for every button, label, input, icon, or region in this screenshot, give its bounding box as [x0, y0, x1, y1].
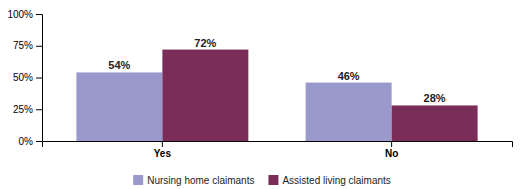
legend-swatch — [133, 175, 143, 185]
tick-label: 25% — [13, 104, 33, 115]
legend: Nursing home claimants Assisted living cl… — [133, 175, 391, 186]
tick-mark — [36, 46, 42, 47]
tick-label: No — [385, 148, 398, 159]
data-label: 54% — [108, 59, 130, 71]
legend-label: Assisted living claimants — [282, 175, 390, 186]
tick-label: Yes — [154, 148, 172, 159]
axis-domain — [36, 15, 43, 142]
y-tick: 75% — [13, 40, 42, 51]
tick-label: 50% — [13, 72, 33, 83]
x-tick: Yes — [154, 141, 172, 159]
chart-container: 54% 46% 72% 28% 0% 25% 50% 75% 100% Yes No Nursing … — [0, 0, 524, 189]
x-axis: Yes No — [43, 141, 513, 159]
y-axis: 0% 25% 50% 75% 100% — [7, 9, 42, 147]
tick-label: 0% — [19, 136, 34, 147]
tick-mark — [36, 109, 42, 110]
y-tick: 50% — [13, 72, 42, 83]
bar-series — [162, 50, 477, 141]
y-tick: 25% — [13, 104, 42, 115]
bar — [306, 83, 392, 141]
data-label: 28% — [424, 92, 446, 104]
tick-mark — [36, 141, 42, 142]
legend-item: Assisted living claimants — [268, 175, 390, 186]
legend-swatch — [268, 175, 278, 185]
y-tick: 100% — [7, 9, 42, 20]
tick-mark — [36, 78, 42, 79]
tick-mark — [162, 141, 163, 147]
tick-mark — [36, 14, 42, 15]
bar — [76, 72, 162, 141]
plot: 54% 46% 72% 28% 0% 25% 50% 75% 100% Yes No — [7, 9, 512, 159]
data-label: 46% — [338, 70, 360, 82]
bars — [76, 50, 477, 141]
legend-item: Nursing home claimants — [133, 175, 254, 186]
chart: 54% 46% 72% 28% 0% 25% 50% 75% 100% Yes No Nursing … — [0, 0, 524, 189]
tick-label: 75% — [13, 40, 33, 51]
bar — [392, 105, 478, 141]
data-labels: 54% 46% 72% 28% — [108, 37, 445, 105]
x-tick: No — [385, 141, 398, 159]
bar — [162, 50, 248, 141]
data-label: 72% — [194, 37, 216, 49]
legend-label: Nursing home claimants — [147, 175, 254, 186]
axis-domain — [43, 142, 513, 148]
y-tick: 0% — [19, 136, 42, 147]
tick-label: 100% — [7, 9, 33, 20]
tick-mark — [391, 141, 392, 147]
